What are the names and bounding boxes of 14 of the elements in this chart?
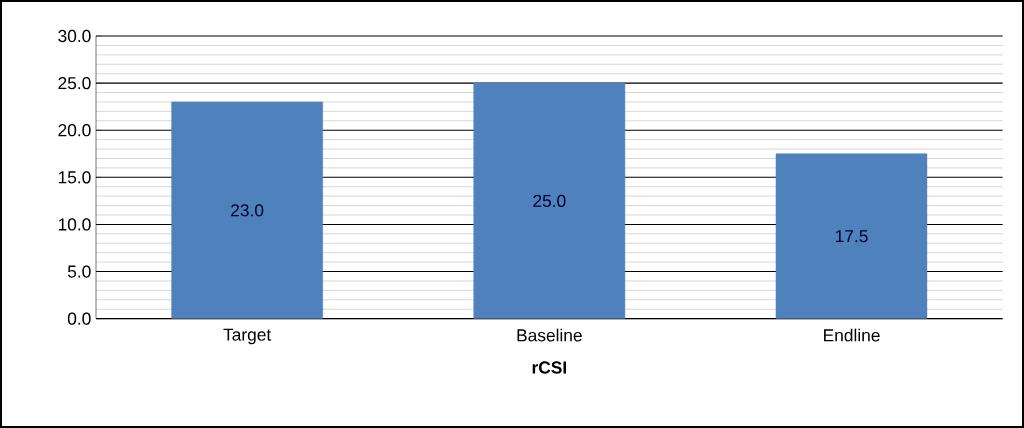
y-tick-label: 15.0	[58, 171, 91, 184]
data-label: 23.0	[231, 204, 264, 217]
x-tick-label: Target	[223, 328, 272, 345]
data-label: 17.5	[836, 230, 868, 243]
x-tick-label: Endline	[824, 328, 880, 342]
y-tick-label: 20.0	[58, 124, 91, 137]
y-tick-label: 0.0	[67, 312, 91, 325]
y-tick-label: 10.0	[58, 218, 91, 231]
y-tick-label: 25.0	[58, 76, 91, 90]
y-tick-label: 30.0	[58, 29, 91, 43]
data-label: 25.0	[533, 194, 566, 208]
x-tick-label: Baseline	[517, 328, 582, 342]
x-axis-title: rCSI	[532, 361, 566, 374]
y-tick-label: 5.0	[67, 265, 91, 278]
